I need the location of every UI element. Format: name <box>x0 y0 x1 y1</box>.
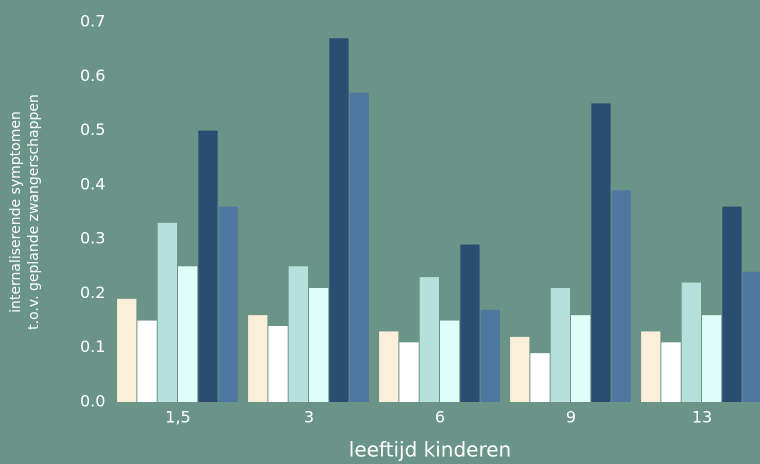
bar <box>591 103 611 402</box>
bar <box>460 244 480 402</box>
bar <box>329 38 349 403</box>
y-tick-label: 0.2 <box>80 283 105 302</box>
bar <box>702 315 722 402</box>
bar <box>611 190 631 402</box>
bar <box>399 342 419 402</box>
bar <box>419 277 439 402</box>
bar <box>661 342 681 402</box>
bar <box>681 282 701 402</box>
y-tick-label: 0.4 <box>80 174 105 193</box>
x-tick-label: 1,5 <box>165 408 190 427</box>
bar <box>641 331 661 402</box>
x-tick-label: 3 <box>304 408 314 427</box>
bar <box>309 288 329 402</box>
bar <box>722 206 742 402</box>
bar <box>510 336 530 402</box>
y-tick-label: 0.3 <box>80 229 105 248</box>
x-tick-label: 9 <box>566 408 576 427</box>
bar <box>571 315 591 402</box>
bar <box>379 331 399 402</box>
x-tick-label: 13 <box>692 408 712 427</box>
y-tick-label: 0.6 <box>80 66 105 85</box>
y-tick-label: 0.5 <box>80 120 105 139</box>
bar <box>218 206 238 402</box>
x-axis-label: leeftijd kinderen <box>349 438 511 462</box>
bar <box>248 315 268 402</box>
bar <box>137 320 157 402</box>
bar <box>117 298 137 402</box>
bar <box>550 288 570 402</box>
bar <box>178 266 198 402</box>
bar <box>349 92 369 403</box>
y-tick-label: 0.7 <box>80 12 105 31</box>
bar <box>268 326 288 402</box>
y-axis-label: internaliserende symptomen <box>8 111 24 313</box>
bar <box>288 266 308 402</box>
x-tick-label: 6 <box>435 408 445 427</box>
bar <box>530 353 550 402</box>
bar <box>742 271 760 402</box>
bar <box>480 309 500 402</box>
bar <box>198 130 218 403</box>
y-tick-label: 0.1 <box>80 337 105 356</box>
bar <box>157 222 177 402</box>
y-axis-label: t.o.v. geplande zwangerschappen <box>26 94 42 330</box>
y-tick-label: 0.0 <box>80 392 105 411</box>
bar <box>440 320 460 402</box>
